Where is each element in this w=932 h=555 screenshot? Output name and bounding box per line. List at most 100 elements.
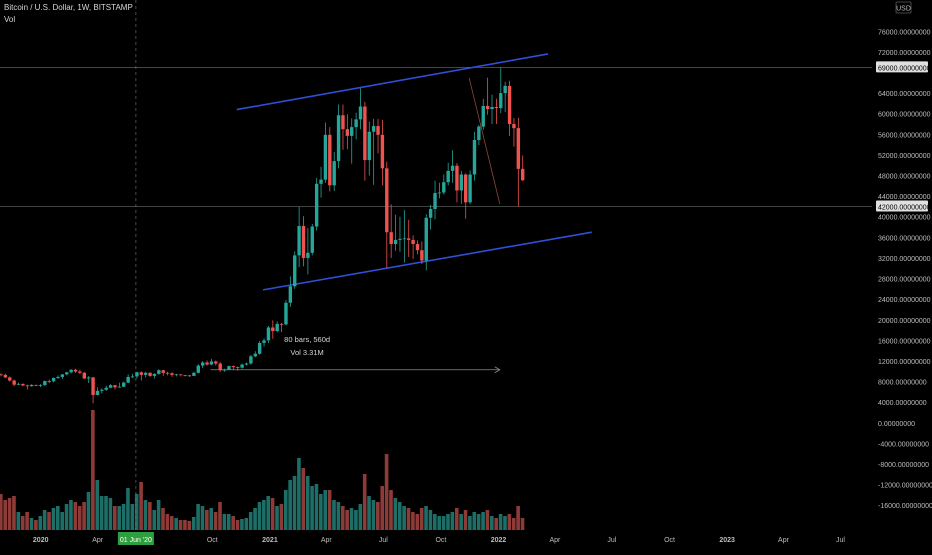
volume-bar	[327, 490, 332, 530]
volume-bar	[213, 512, 218, 530]
volume-bar	[99, 496, 104, 530]
volume-bar	[134, 494, 139, 530]
candle-body	[415, 244, 420, 251]
candle-body	[284, 302, 288, 325]
y-axis-tick-label: 28000.00000000	[878, 277, 931, 284]
candle-body	[424, 217, 428, 261]
candle-body	[25, 385, 30, 387]
candle-body	[385, 168, 389, 233]
volume-bar	[468, 516, 472, 530]
volume-bar	[38, 516, 43, 530]
y-axis-tick-label: -4000.00000000	[878, 441, 929, 448]
volume-bar	[248, 512, 253, 530]
x-axis-tick-label: Oct	[435, 537, 446, 544]
volume-bar	[257, 502, 262, 530]
candle-body	[516, 128, 521, 169]
x-axis-tick-label: Jul	[836, 537, 845, 544]
candle-body	[108, 385, 113, 388]
trendline-upper	[236, 53, 549, 111]
volume-bar	[279, 504, 284, 530]
candle-body	[227, 366, 231, 370]
volume-bar	[450, 512, 455, 530]
candle-body	[363, 106, 367, 161]
candle-body	[253, 353, 257, 357]
candle-body	[29, 384, 34, 387]
volume-bar	[411, 512, 415, 530]
y-axis-tick-label: 36000.00000000	[878, 235, 931, 242]
candle-body	[152, 373, 157, 376]
candle-body	[358, 106, 363, 120]
candle-body	[411, 239, 415, 245]
candle-body	[328, 134, 332, 186]
measure-arrowhead	[494, 366, 501, 374]
candle-body	[231, 366, 236, 368]
candle-body	[341, 115, 345, 130]
volume-bar	[354, 510, 358, 530]
volume-bar	[433, 514, 437, 530]
candle-body	[398, 238, 402, 240]
volume-bar	[503, 516, 507, 530]
x-axis-tick-label: Jul	[379, 537, 388, 544]
volume-bar	[209, 508, 214, 530]
y-axis-tick-label: 69000.00000000	[878, 65, 931, 72]
chart-title: Bitcoin / U.S. Dollar, 1W, BITSTAMP	[4, 3, 133, 12]
volume-bar	[42, 510, 47, 530]
candle-body	[16, 383, 21, 385]
candle-body	[323, 134, 328, 180]
candle-body	[8, 377, 12, 381]
candle-body	[122, 382, 126, 387]
price-label-bg	[876, 61, 928, 73]
volume-bar	[424, 506, 428, 530]
price-label-bg	[876, 200, 928, 212]
volume-bar	[459, 514, 463, 530]
volume-bar	[34, 520, 38, 530]
y-axis-tick-label: 44000.00000000	[878, 194, 931, 201]
volume-bar	[169, 516, 174, 530]
candle-body	[310, 226, 314, 253]
candle-body	[34, 384, 38, 386]
candle-body	[446, 170, 450, 183]
candle-body	[306, 252, 310, 258]
candle-body	[100, 389, 104, 391]
y-axis-tick-label: 48000.00000000	[878, 174, 931, 181]
volume-bar	[349, 508, 354, 530]
volume-bar	[367, 496, 371, 530]
volume-bar	[419, 508, 424, 530]
candle-body	[117, 386, 122, 388]
candle-body	[455, 165, 459, 191]
y-axis-tick-label: 4000.00000000	[878, 400, 927, 407]
volume-bar	[301, 468, 306, 530]
volume-bar	[226, 514, 231, 530]
volume-bar	[402, 506, 406, 530]
candle-body	[130, 376, 135, 378]
x-axis-tick-label: 2020	[33, 537, 49, 544]
candle-body	[371, 126, 376, 132]
volume-bar	[7, 498, 12, 530]
candle-body	[12, 380, 16, 385]
y-axis-tick-label: 24000.00000000	[878, 297, 931, 304]
candle-body	[494, 107, 499, 109]
y-axis-tick-label: 16000.00000000	[878, 338, 931, 345]
candle-body	[161, 370, 165, 373]
candle-body	[218, 363, 222, 371]
candle-body	[512, 124, 516, 129]
volume-bar	[91, 410, 95, 530]
candle-body	[297, 226, 301, 256]
volume-bar	[200, 506, 205, 530]
candle-body	[139, 372, 143, 375]
candle-body	[170, 373, 174, 375]
volume-bar	[266, 496, 271, 530]
candle-body	[51, 377, 56, 382]
y-axis-tick-label: 32000.00000000	[878, 256, 931, 263]
candle-body	[319, 179, 323, 184]
x-axis-tick-label: 2021	[262, 537, 278, 544]
volume-bar	[481, 512, 485, 530]
currency-box	[895, 1, 912, 14]
volume-bar	[73, 502, 78, 530]
volume-bar	[507, 514, 512, 530]
candle-body	[332, 161, 336, 186]
currency-label[interactable]: USD	[896, 6, 911, 13]
candle-body	[56, 376, 60, 378]
